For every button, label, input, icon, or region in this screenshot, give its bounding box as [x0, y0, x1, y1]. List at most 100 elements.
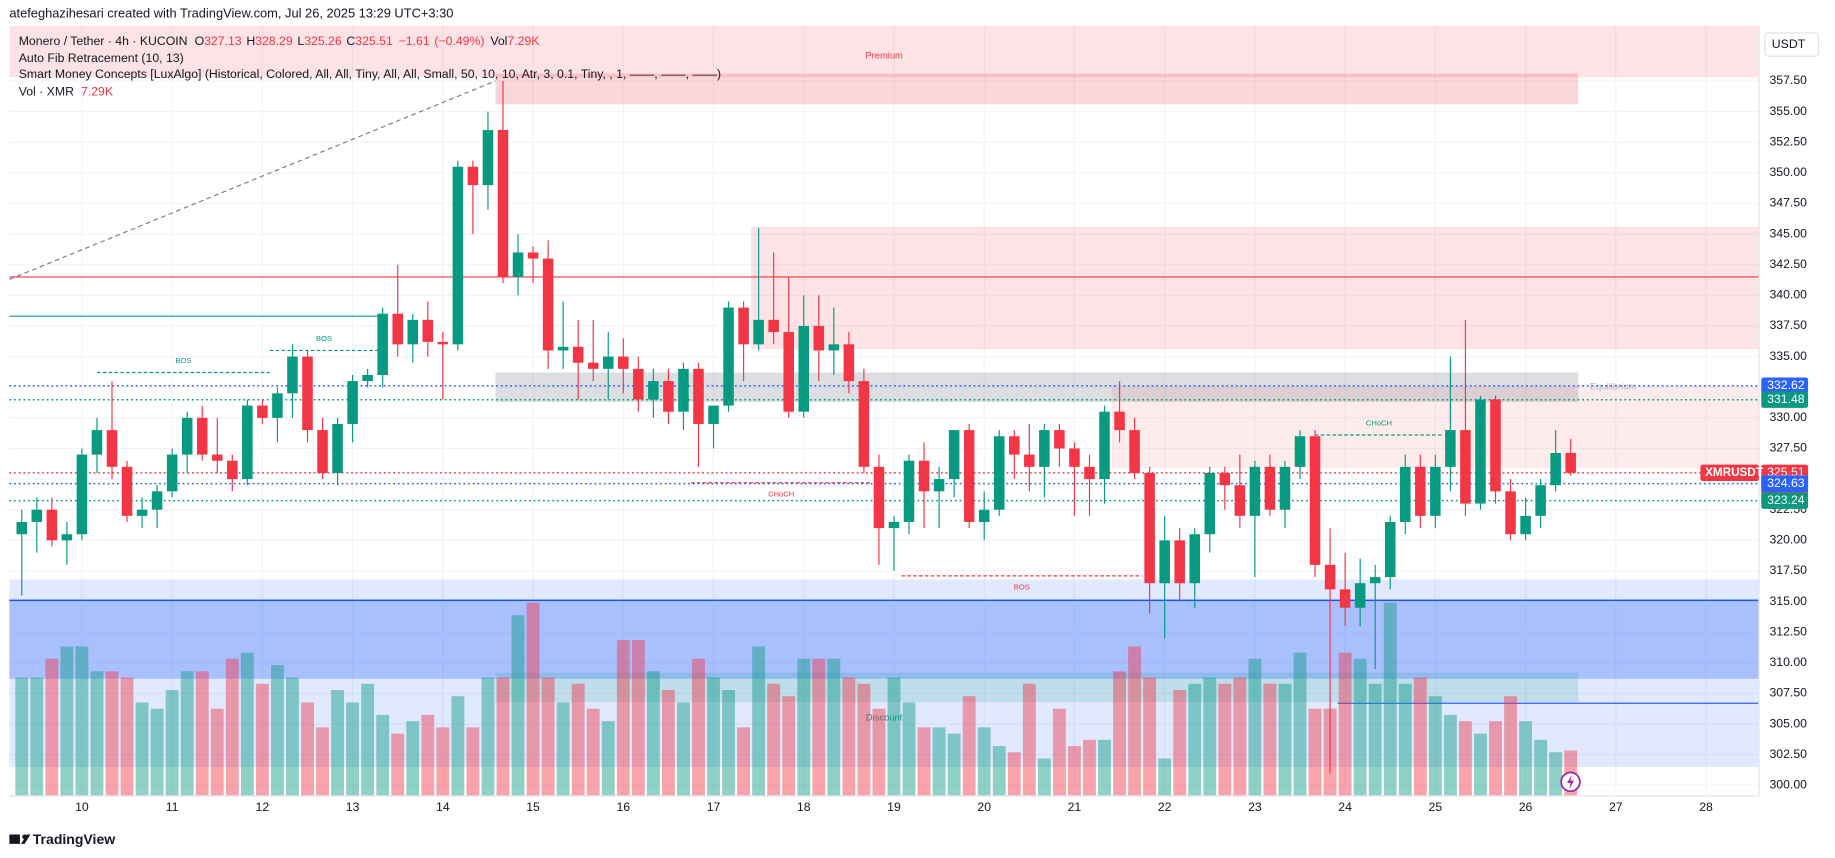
volume-bar: [962, 696, 976, 796]
price-tag: [1761, 391, 1809, 408]
zone: [9, 579, 1759, 767]
candle-body: [1114, 411, 1125, 431]
candle-body: [1219, 472, 1231, 486]
volume-bar: [1504, 696, 1517, 796]
volume-bar: [45, 658, 59, 796]
volume-bar: [30, 677, 44, 796]
volume-name: Vol · XMR: [19, 85, 74, 99]
x-tick-label: 28: [1699, 800, 1713, 814]
volume-bar: [195, 671, 209, 796]
volume-bar: [1022, 683, 1036, 796]
candle-body: [768, 319, 779, 333]
price-axis-bg: [1758, 0, 1835, 820]
volume-bar: [1534, 739, 1548, 796]
volume-bar: [692, 658, 705, 796]
volume-bar: [827, 658, 841, 796]
price-tag: [1761, 475, 1809, 492]
ohlc-value: 325.26: [304, 34, 342, 48]
candle-body: [377, 313, 388, 375]
candle-body: [1069, 448, 1080, 467]
price-tag-text: 323.24: [1767, 493, 1805, 507]
candle-body: [136, 509, 148, 516]
candle-body: [1430, 466, 1441, 516]
ohlc-label: C: [346, 34, 355, 48]
candle-body: [392, 313, 403, 345]
structure-label: BOS: [316, 334, 332, 343]
zone: [9, 25, 1759, 78]
volume-bar: [90, 671, 104, 796]
volume-bar: [722, 689, 735, 796]
candle-body: [317, 430, 328, 473]
candle-body: [1129, 430, 1140, 473]
y-tick-label: 310.00: [1769, 655, 1807, 669]
currency-box[interactable]: [1764, 32, 1820, 57]
candle-body: [1460, 430, 1471, 504]
volume-bar: [120, 677, 134, 796]
volume-bar: [180, 671, 194, 796]
footer-brand: TradingView: [33, 831, 115, 847]
volume-bar: [1218, 683, 1232, 796]
volume-bar: [752, 646, 766, 796]
volume-bar: [1278, 683, 1292, 796]
candle-body: [633, 368, 644, 400]
price-tag: [1761, 377, 1809, 394]
volume-bar: [1067, 746, 1081, 796]
zone: [1112, 385, 1759, 469]
y-tick-label: 327.50: [1769, 441, 1807, 455]
volume-bar: [707, 677, 720, 796]
y-tick-label: 300.00: [1769, 778, 1807, 792]
y-tick-label: 352.50: [1769, 134, 1807, 148]
candle-body: [422, 319, 434, 342]
volume-bar: [526, 602, 540, 796]
candle-body: [407, 319, 419, 345]
candle-body: [452, 166, 464, 345]
volume-bar: [135, 702, 149, 796]
price-tag-text: 332.62: [1767, 378, 1805, 392]
candle-body: [557, 346, 569, 351]
volume-bar: [286, 677, 299, 796]
volume-value: 7.29K: [81, 85, 114, 99]
volume-bar: [646, 671, 660, 796]
x-tick-label: 11: [166, 800, 179, 814]
candle-body: [1249, 466, 1261, 516]
candle-body: [272, 393, 283, 418]
symbol-tag: [1700, 464, 1759, 482]
volume-bar: [571, 683, 585, 796]
candle-body: [1264, 466, 1276, 510]
candle-body: [482, 129, 494, 186]
candle-body: [211, 454, 223, 461]
volume-bar: [15, 677, 29, 796]
y-tick-label: 320.00: [1769, 533, 1807, 547]
candle-body: [1294, 436, 1306, 467]
candle-body: [1550, 453, 1561, 486]
candle-body: [1159, 540, 1170, 584]
fib-trend-line: [9, 80, 496, 280]
candle-body: [1144, 472, 1155, 584]
candle-body: [1369, 577, 1381, 584]
volume-bar: [346, 702, 360, 796]
y-tick-label: 307.50: [1769, 686, 1807, 700]
volume-bar: [586, 708, 600, 796]
volume-bar: [1443, 714, 1457, 796]
candle-body: [1039, 430, 1050, 467]
candle-body: [302, 356, 313, 431]
currency[interactable]: USDT: [1772, 37, 1806, 51]
volume-bar: [361, 683, 375, 796]
volume-bar: [601, 721, 615, 796]
indicator: Smart Money Concepts [LuxAlgo] (Historic…: [19, 67, 721, 81]
volume-bar: [466, 727, 480, 796]
y-tick-label: 312.50: [1769, 624, 1807, 638]
candle-body: [287, 356, 298, 394]
zone: [495, 372, 1579, 402]
x-tick-label: 23: [1248, 800, 1262, 814]
volume-bar: [1353, 658, 1367, 796]
volume-bar: [1338, 652, 1352, 796]
volume-bar: [767, 683, 781, 796]
y-tick-label: 350.00: [1769, 165, 1807, 179]
volume-bar: [1489, 721, 1502, 796]
structure-label: CHoCH: [768, 489, 794, 498]
zone: [9, 599, 1759, 679]
volume-bar: [1383, 602, 1397, 796]
y-tick-label: 357.50: [1769, 73, 1807, 87]
volume-bar: [932, 727, 946, 796]
